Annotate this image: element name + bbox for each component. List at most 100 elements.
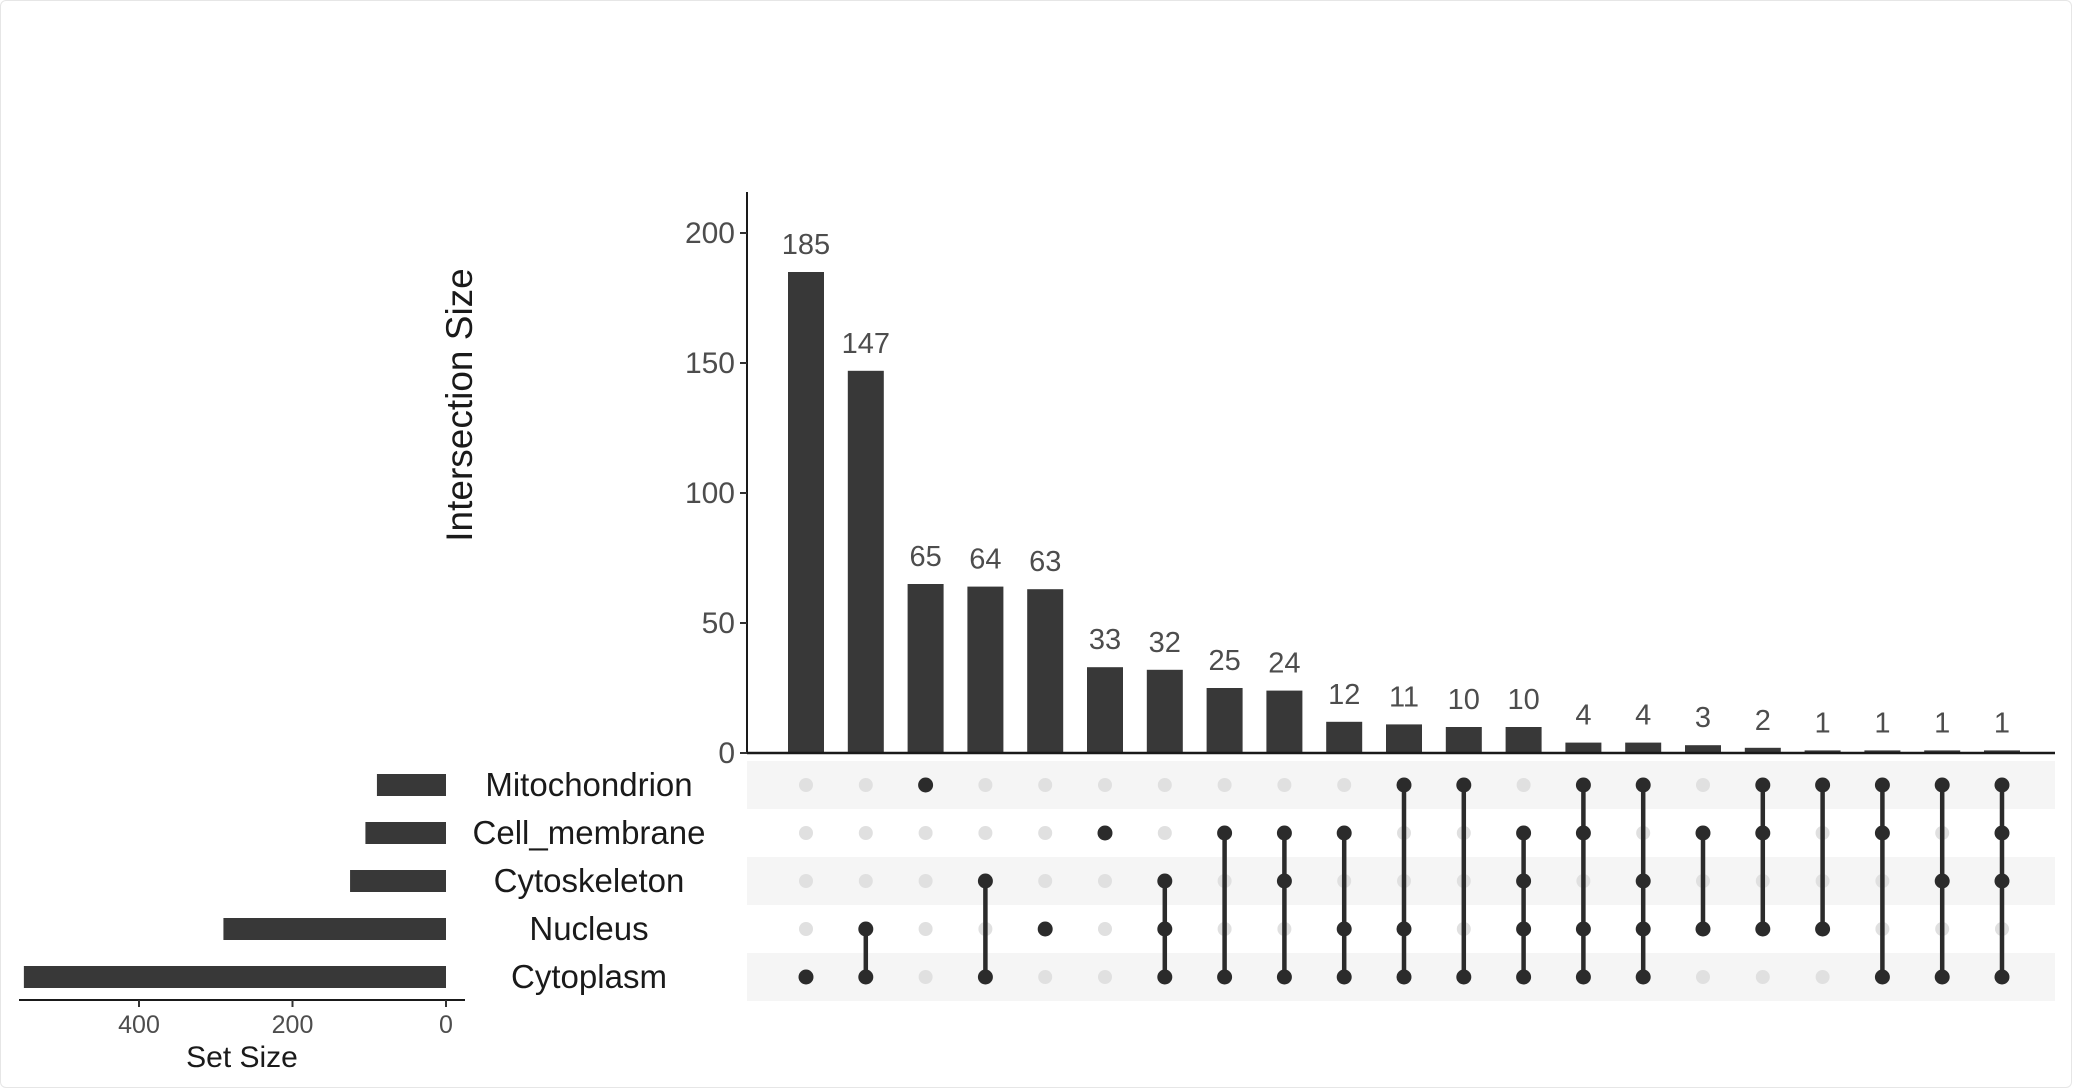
matrix-dot-active: [1994, 969, 2010, 985]
intersection-bar: [1146, 669, 1183, 753]
intersection-bar: [1565, 742, 1602, 753]
intersection-bar-label: 4: [1635, 700, 1651, 732]
matrix-dot-active: [1994, 825, 2010, 841]
set-size-bar: [365, 822, 446, 844]
matrix-dot-inactive: [918, 970, 933, 984]
matrix-dot-inactive: [858, 826, 873, 840]
y-axis: 0 50 100 150 200: [685, 192, 2055, 770]
matrix-dot-active: [1874, 825, 1890, 841]
matrix-dot-active: [1934, 969, 1950, 985]
set-size-tick-label: 200: [272, 1011, 314, 1039]
intersection-bar: [1744, 747, 1781, 753]
matrix-dot-active: [1157, 873, 1173, 889]
matrix-dot-inactive: [918, 922, 933, 936]
intersection-bar: [788, 272, 824, 753]
set-size-axis-title: Set Size: [186, 1041, 298, 1074]
intersection-bar-label: 1: [1934, 707, 1950, 739]
matrix-dot-active: [1276, 873, 1292, 889]
y-axis-title: Intersection Size: [439, 268, 480, 542]
matrix-dot-active: [1396, 777, 1412, 793]
intersection-bar-label: 64: [969, 544, 1001, 576]
matrix-dot-active: [1874, 969, 1890, 985]
intersection-bar-label: 33: [1089, 624, 1121, 656]
intersection-bar: [1445, 727, 1482, 753]
intersection-bar-label: 24: [1268, 648, 1300, 680]
intersection-bar-label: 147: [842, 328, 890, 360]
intersection-bar: [1386, 724, 1422, 753]
matrix-dot-active: [858, 969, 874, 985]
matrix-dot-active: [1396, 969, 1412, 985]
matrix-dot-inactive: [799, 874, 813, 888]
intersection-bar-label: 1: [1874, 707, 1890, 739]
set-size-bar: [223, 918, 446, 940]
matrix-dot-active: [1276, 969, 1292, 985]
set-name-labels: Mitochondrion Cell_membrane Cytoskeleton Nu…: [473, 766, 706, 995]
set-size-bar: [350, 870, 446, 892]
intersection-bar: [1326, 721, 1363, 753]
matrix-dot-active: [1994, 777, 2010, 793]
matrix-dot-active: [1516, 921, 1532, 937]
matrix-dot-inactive: [858, 874, 873, 888]
matrix-dot-active: [1635, 777, 1651, 793]
matrix-dot-active: [1276, 825, 1292, 841]
matrix-dot-active: [1456, 969, 1472, 985]
intersection-bar: [967, 586, 1004, 753]
intersection-bar-label: 63: [1029, 546, 1061, 578]
matrix-dot-inactive: [1337, 778, 1352, 792]
matrix-dot-inactive: [1098, 922, 1112, 936]
intersection-bar-label: 25: [1208, 645, 1240, 677]
intersection-bar: [1864, 750, 1901, 753]
matrix-dot-inactive: [1098, 970, 1112, 984]
matrix-dot-inactive: [1038, 826, 1053, 840]
matrix-dot-active: [1097, 825, 1113, 841]
matrix-dot-inactive: [799, 922, 813, 936]
intersection-bar-label: 4: [1575, 700, 1591, 732]
intersection-bar-label: 10: [1448, 684, 1480, 716]
matrix-dot-active: [1934, 873, 1950, 889]
matrix-dot-active: [798, 969, 814, 985]
intersection-bar-label: 1: [1994, 707, 2010, 739]
intersection-bar: [1685, 745, 1721, 753]
intersection-bar: [1625, 742, 1662, 753]
matrix-dot-inactive: [1038, 874, 1053, 888]
matrix-dot-active: [1815, 921, 1831, 937]
matrix-dot-active: [918, 777, 934, 793]
matrix-dot-active: [977, 969, 993, 985]
matrix-dot-inactive: [1217, 778, 1232, 792]
intersection-matrix: [798, 777, 2010, 985]
set-size-bar: [23, 966, 446, 988]
intersection-bar: [1984, 750, 2020, 753]
intersection-bar-label: 11: [1389, 681, 1419, 713]
matrix-dot-active: [977, 873, 993, 889]
set-name-label: Cytoplasm: [511, 958, 667, 995]
matrix-dot-inactive: [1157, 826, 1172, 840]
intersection-bar-label: 10: [1507, 684, 1539, 716]
matrix-dot-active: [1336, 825, 1352, 841]
matrix-dot-inactive: [799, 778, 813, 792]
matrix-dot-active: [1516, 873, 1532, 889]
matrix-dot-inactive: [1696, 778, 1710, 792]
set-size-bar: [376, 774, 446, 796]
intersection-bar-label: 32: [1149, 627, 1181, 659]
y-tick-label: 50: [702, 607, 735, 640]
matrix-dot-inactive: [1755, 970, 1770, 984]
intersection-bar-label: 2: [1755, 705, 1771, 737]
matrix-dot-inactive: [1038, 778, 1053, 792]
matrix-dot-active: [1217, 969, 1233, 985]
matrix-dot-active: [1755, 777, 1771, 793]
matrix-dot-active: [1575, 825, 1591, 841]
intersection-bar-label: 1: [1815, 707, 1831, 739]
matrix-dot-active: [1516, 825, 1532, 841]
matrix-dot-active: [1994, 873, 2010, 889]
matrix-dot-active: [1575, 969, 1591, 985]
y-tick-label: 200: [685, 217, 735, 250]
intersection-bar: [847, 370, 884, 753]
matrix-dot-active: [1336, 921, 1352, 937]
matrix-dot-inactive: [1098, 778, 1112, 792]
matrix-dot-active: [1037, 921, 1053, 937]
matrix-dot-inactive: [1696, 970, 1710, 984]
intersection-bar-label: 185: [782, 229, 830, 261]
set-name-label: Mitochondrion: [485, 766, 692, 803]
